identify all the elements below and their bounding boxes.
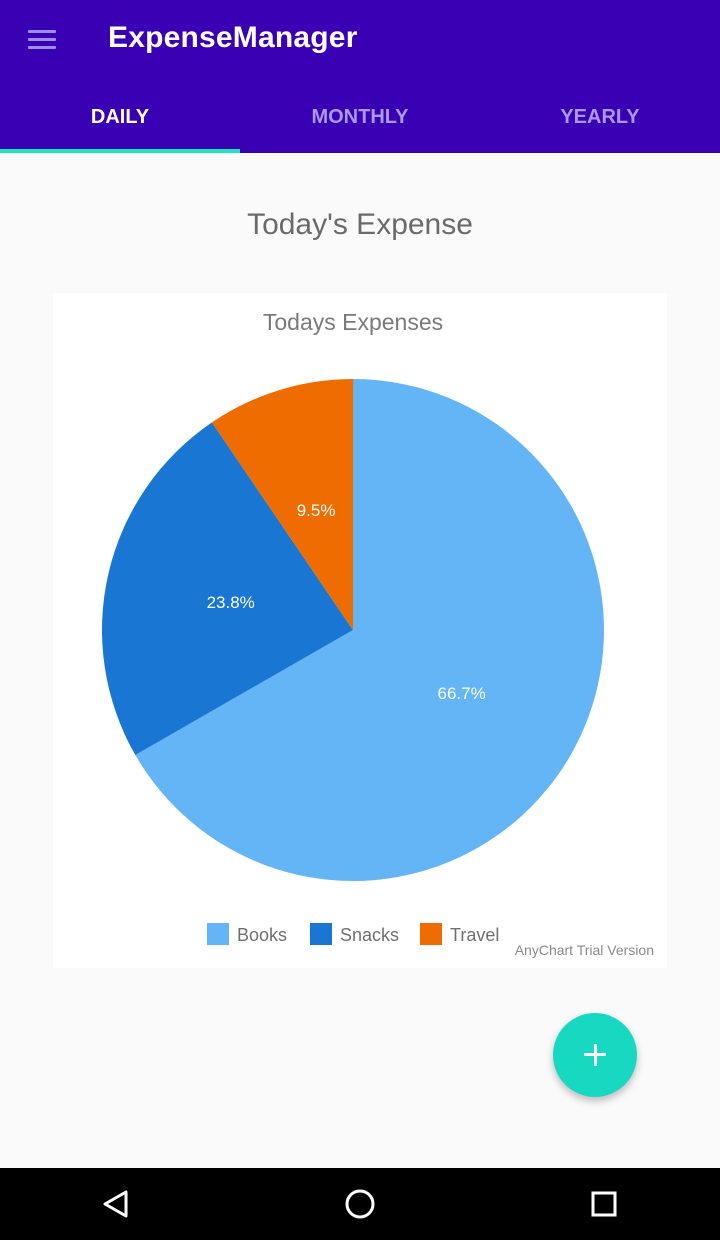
legend-item-snacks[interactable]: Snacks	[310, 923, 399, 945]
chart-card: Todays Expenses 66.7% 23.8% 9.5% Books Snac…	[53, 293, 667, 968]
legend-label-books: Books	[237, 925, 287, 945]
tab-daily[interactable]: DAILY	[90, 106, 150, 128]
legend-label-travel: Travel	[450, 925, 499, 945]
pie-slice-snacks[interactable]	[101, 422, 353, 756]
system-nav-bar	[0, 1168, 720, 1240]
pie-slice-travel[interactable]	[211, 379, 353, 630]
legend-swatch-travel	[420, 923, 442, 945]
tab-monthly[interactable]: MONTHLY	[311, 106, 409, 128]
hamburger-menu-icon[interactable]	[26, 28, 58, 52]
recents-square-icon[interactable]	[582, 1184, 626, 1224]
back-triangle-icon[interactable]	[95, 1184, 139, 1224]
legend-item-travel[interactable]: Travel	[420, 923, 499, 945]
tab-yearly[interactable]: YEARLY	[560, 106, 640, 128]
chart-watermark: AnyChart Trial Version	[515, 942, 654, 958]
legend-item-books[interactable]: Books	[207, 923, 287, 945]
toolbar: ExpenseManager	[0, 0, 720, 80]
pie-label-travel: 9.5%	[297, 501, 336, 520]
pie-chart: Todays Expenses 66.7% 23.8% 9.5% Books Snac…	[101, 309, 654, 958]
pie-label-snacks: 23.8%	[207, 593, 255, 612]
legend-swatch-snacks	[310, 923, 332, 945]
app-title: ExpenseManager	[108, 21, 358, 54]
section-title: Today's Expense	[247, 208, 473, 241]
home-circle-icon[interactable]	[338, 1184, 382, 1224]
pie-label-books: 66.7%	[438, 684, 486, 703]
active-tab-indicator	[0, 149, 240, 153]
add-expense-button[interactable]	[553, 1013, 637, 1097]
tab-bar: DAILY MONTHLY YEARLY	[0, 80, 720, 153]
chart-title: Todays Expenses	[263, 309, 443, 335]
pie-slice-books[interactable]	[135, 379, 604, 881]
app-bar: ExpenseManager DAILY MONTHLY YEARLY	[0, 0, 720, 153]
legend-swatch-books	[207, 923, 229, 945]
legend-label-snacks: Snacks	[340, 925, 399, 945]
